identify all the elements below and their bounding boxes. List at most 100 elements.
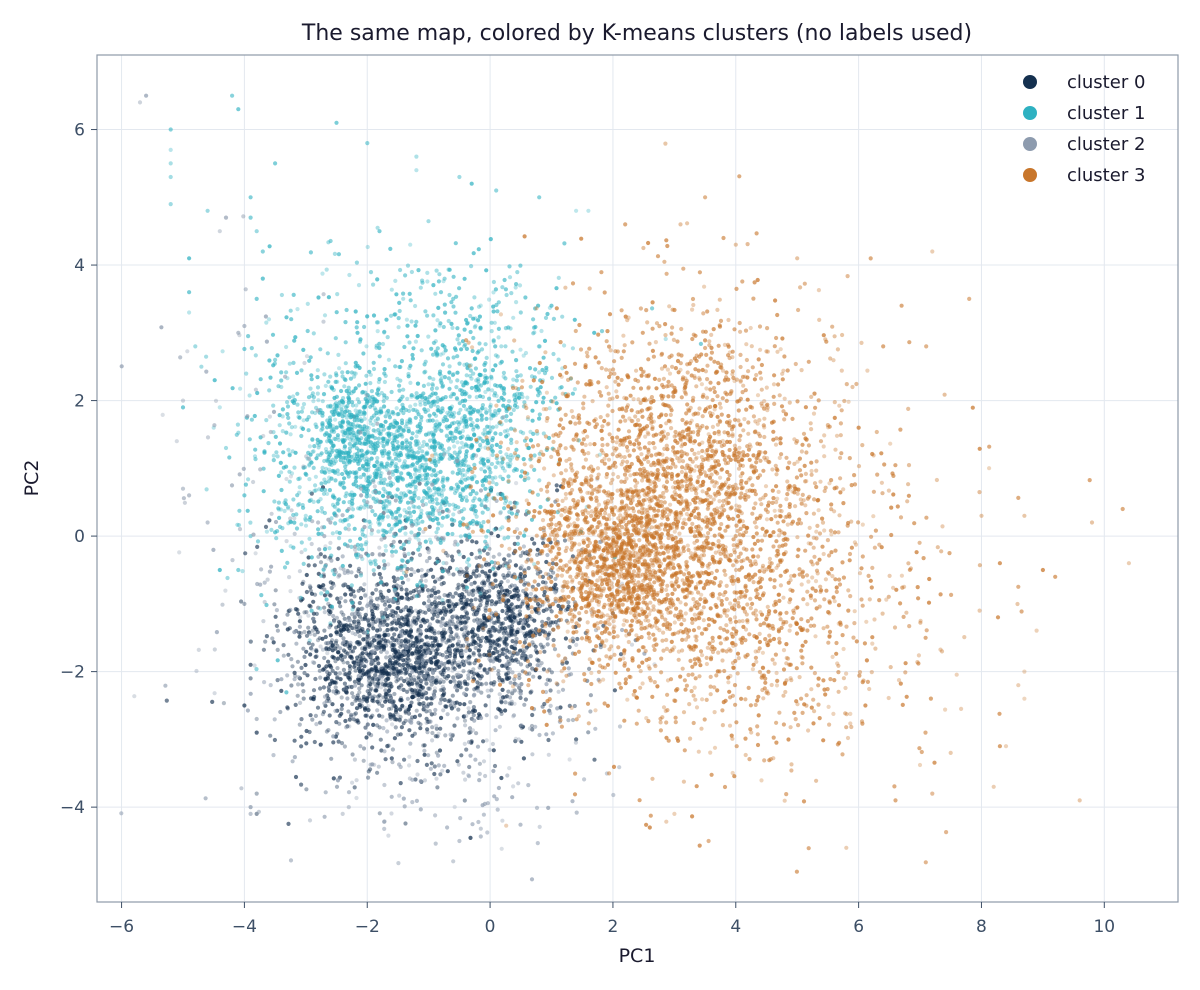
data-point bbox=[247, 437, 252, 442]
data-point bbox=[335, 675, 340, 680]
data-point bbox=[441, 601, 446, 606]
data-point bbox=[275, 658, 280, 663]
data-point bbox=[392, 523, 397, 528]
data-point bbox=[464, 498, 469, 503]
data-point bbox=[440, 447, 445, 452]
data-point bbox=[426, 219, 431, 224]
data-point bbox=[301, 646, 306, 651]
data-point bbox=[382, 404, 387, 409]
data-point bbox=[330, 702, 335, 707]
data-point bbox=[364, 344, 369, 349]
data-point bbox=[443, 415, 448, 420]
data-point bbox=[485, 688, 490, 693]
data-point bbox=[445, 769, 450, 774]
data-point bbox=[327, 546, 332, 551]
data-point bbox=[347, 449, 352, 454]
data-point bbox=[435, 526, 440, 531]
data-point bbox=[357, 686, 362, 691]
data-point bbox=[275, 628, 280, 633]
data-point bbox=[534, 400, 539, 405]
data-point bbox=[286, 652, 291, 657]
data-point bbox=[498, 449, 503, 455]
data-point bbox=[506, 689, 511, 694]
data-point bbox=[509, 411, 514, 416]
data-point bbox=[385, 676, 390, 681]
data-point bbox=[522, 640, 527, 645]
data-point bbox=[490, 368, 495, 373]
data-point bbox=[493, 646, 498, 651]
data-point bbox=[278, 709, 283, 715]
data-point bbox=[487, 408, 492, 413]
data-point bbox=[392, 579, 397, 584]
data-point bbox=[343, 718, 348, 724]
data-point bbox=[371, 360, 376, 365]
data-point bbox=[541, 355, 546, 360]
data-point bbox=[337, 671, 342, 676]
data-point bbox=[315, 630, 320, 635]
data-point bbox=[391, 655, 396, 660]
data-point bbox=[307, 477, 312, 482]
data-point bbox=[484, 681, 489, 686]
data-point bbox=[414, 434, 419, 439]
data-point bbox=[439, 493, 445, 498]
data-point bbox=[419, 395, 425, 400]
data-point bbox=[514, 358, 519, 363]
data-point bbox=[511, 377, 516, 382]
data-point bbox=[486, 694, 491, 699]
data-point bbox=[478, 394, 483, 399]
data-point bbox=[463, 609, 468, 614]
data-point bbox=[430, 730, 435, 736]
data-point bbox=[349, 583, 354, 588]
data-point bbox=[469, 629, 474, 634]
data-point bbox=[417, 468, 422, 473]
data-point bbox=[499, 775, 504, 781]
data-point bbox=[466, 592, 472, 597]
data-point bbox=[462, 595, 467, 600]
data-point bbox=[406, 632, 411, 637]
data-point bbox=[274, 623, 279, 629]
data-point bbox=[297, 485, 302, 490]
data-point bbox=[296, 476, 301, 482]
data-point bbox=[491, 339, 496, 344]
data-point bbox=[358, 475, 363, 480]
data-point bbox=[388, 654, 393, 660]
data-point bbox=[358, 628, 363, 633]
data-point bbox=[424, 628, 429, 633]
data-point bbox=[356, 546, 361, 551]
data-point bbox=[364, 459, 369, 464]
data-point bbox=[324, 597, 329, 602]
data-point bbox=[478, 663, 483, 668]
data-point bbox=[429, 712, 434, 717]
data-point bbox=[484, 498, 489, 503]
data-point bbox=[537, 675, 542, 680]
data-point bbox=[505, 573, 510, 578]
data-point bbox=[409, 687, 414, 692]
data-point bbox=[353, 364, 358, 369]
data-point bbox=[440, 384, 445, 389]
data-point bbox=[408, 679, 413, 684]
data-point bbox=[455, 586, 460, 591]
data-point bbox=[343, 361, 348, 366]
data-point bbox=[318, 686, 323, 691]
data-point bbox=[291, 497, 296, 502]
data-point bbox=[407, 291, 412, 296]
data-point bbox=[455, 370, 460, 375]
data-point bbox=[390, 549, 395, 554]
data-point bbox=[394, 717, 399, 722]
data-point bbox=[402, 678, 407, 684]
data-point bbox=[334, 625, 339, 630]
data-point bbox=[279, 487, 284, 493]
data-point bbox=[414, 522, 419, 527]
data-point bbox=[405, 464, 410, 469]
data-point bbox=[351, 389, 356, 394]
data-point bbox=[449, 485, 454, 491]
data-point bbox=[375, 387, 381, 393]
data-point bbox=[322, 628, 327, 633]
data-point bbox=[463, 578, 469, 584]
data-point bbox=[336, 508, 341, 513]
data-point bbox=[275, 454, 280, 459]
data-point bbox=[377, 693, 382, 698]
data-point bbox=[400, 476, 405, 481]
data-point bbox=[469, 385, 474, 391]
data-point bbox=[392, 736, 397, 741]
